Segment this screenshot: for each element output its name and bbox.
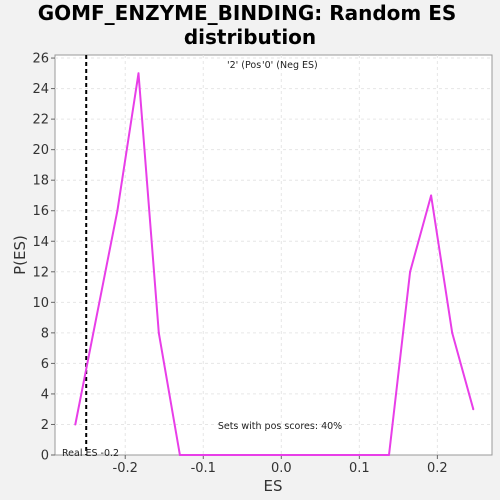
y-axis-title: P(ES) xyxy=(11,235,29,275)
data-point xyxy=(137,72,139,74)
y-tick-label: 20 xyxy=(32,143,49,158)
data-point xyxy=(158,332,160,334)
x-tick-label: 0.1 xyxy=(349,461,370,476)
y-tick-label: 22 xyxy=(32,113,49,128)
y-tick-label: 10 xyxy=(32,296,49,311)
plot-area xyxy=(55,55,492,455)
real-es-label: Real ES -0.2 xyxy=(62,448,119,459)
data-point xyxy=(472,408,474,410)
data-point xyxy=(388,454,390,456)
y-tick-label: 26 xyxy=(32,52,49,67)
x-tick-label: -0.1 xyxy=(191,461,216,476)
x-tick-label: -0.2 xyxy=(113,461,138,476)
chart-title-line2: distribution xyxy=(184,25,316,49)
y-tick-label: 0 xyxy=(41,449,49,464)
y-tick-label: 24 xyxy=(32,82,49,97)
data-point xyxy=(280,454,282,456)
data-point xyxy=(451,332,453,334)
x-tick-label: 0.2 xyxy=(427,461,448,476)
y-tick-label: 8 xyxy=(41,326,49,341)
data-point xyxy=(409,271,411,273)
legend-neg: '0' (Neg ES) xyxy=(262,60,318,71)
pos-scores-annotation: Sets with pos scores: 40% xyxy=(218,421,342,432)
y-tick-label: 18 xyxy=(32,174,49,189)
chart-title-line1: GOMF_ENZYME_BINDING: Random ES xyxy=(38,1,457,25)
data-point xyxy=(179,454,181,456)
x-tick-label: 0.0 xyxy=(271,461,292,476)
y-tick-label: 12 xyxy=(32,265,49,280)
data-point xyxy=(430,194,432,196)
data-point xyxy=(74,423,76,425)
y-tick-label: 16 xyxy=(32,204,49,219)
y-tick-label: 14 xyxy=(32,235,49,250)
x-axis-ticks: -0.2 -0.1 0.0 0.1 0.2 xyxy=(113,455,448,476)
data-point xyxy=(116,210,118,212)
y-tick-label: 6 xyxy=(41,357,49,372)
legend-pos: '2' (Pos xyxy=(227,60,261,71)
y-tick-label: 4 xyxy=(41,387,49,402)
y-tick-label: 2 xyxy=(41,418,49,433)
x-axis-title: ES xyxy=(264,477,283,495)
